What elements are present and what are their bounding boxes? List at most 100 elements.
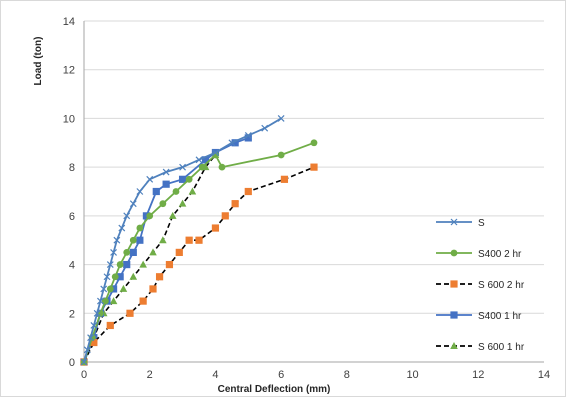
legend-swatch-marker [450,280,458,288]
data-point [195,156,203,164]
series-group [80,115,318,366]
marker-stroke [228,139,236,147]
data-point [146,175,154,183]
data-point [175,248,183,256]
data-point [231,139,239,147]
y-tick-label: 6 [69,211,75,223]
legend-swatch-marker [450,218,458,226]
data-point [136,236,144,244]
legend-swatch-marker [450,249,458,257]
data-point [123,260,131,269]
legend-item-4: S 600 1 hr [436,342,525,353]
data-point [109,297,118,305]
legend-item-2: S 600 2 hr [436,280,525,291]
data-point [129,248,137,256]
data-point [244,132,252,139]
marker-stroke [118,224,126,232]
data-point [100,285,108,293]
x-tick-label: 12 [472,369,484,381]
data-point [106,261,114,268]
data-point [179,163,186,171]
series-4 [80,150,220,365]
data-point [178,199,187,207]
marker-stroke [212,149,219,156]
axes [83,21,544,363]
marker-stroke [106,261,114,268]
data-point [119,284,128,292]
data-point [126,309,134,317]
legend-swatch-marker [450,311,458,319]
data-point [162,168,170,176]
data-point [83,346,91,354]
data-point [261,124,269,132]
data-point [172,188,180,195]
data-point [103,273,111,281]
marker-stroke [87,334,94,342]
legend-item-3: S400 1 hr [436,311,522,322]
data-point [111,273,119,281]
legend-label: S400 2 hr [478,249,522,260]
data-point [146,212,154,220]
series-line-4 [83,154,217,363]
series-line-0 [83,117,282,363]
data-point [87,334,94,342]
marker-stroke [100,285,108,293]
legend-item-1: S400 2 hr [436,249,522,260]
data-point [195,236,203,244]
y-axis-title: Load (ton) [33,37,44,86]
marker-stroke [129,200,137,208]
series-0 [80,115,285,366]
marker-stroke [244,132,252,139]
data-point [178,175,187,183]
data-point [165,260,174,269]
marker-stroke [83,346,91,354]
data-point [129,272,138,280]
data-point [118,224,126,232]
data-point [231,200,239,208]
x-tick-label: 10 [406,369,418,381]
marker-stroke [195,156,203,164]
data-point [123,248,131,256]
series-line-1 [83,141,315,363]
data-point [280,175,289,183]
legend-item-0: S [436,218,485,229]
data-point [198,163,206,171]
data-point [90,338,98,347]
data-point [221,212,229,220]
data-point [228,139,236,147]
data-point [244,134,252,142]
data-point [152,187,160,196]
data-point [159,200,167,208]
marker-stroke [136,188,144,195]
marker-stroke [123,212,131,220]
x-tick-label: 2 [147,369,153,381]
x-tick-label: 6 [278,369,284,381]
marker-stroke [162,168,170,176]
x-tick-label: 8 [344,369,350,381]
data-point [97,297,104,305]
y-tick-label: 14 [63,16,75,28]
data-point [80,358,88,366]
data-point [110,248,117,256]
marker-stroke [261,124,269,132]
legend-label: S [478,218,485,229]
data-point [155,273,164,281]
y-tick-label: 4 [69,260,75,272]
data-point [159,236,167,244]
tick-labels: 0 2 4 6 8 10 12 14 0 2 4 6 8 10 12 14 [63,16,550,381]
marker-stroke [277,115,285,122]
data-point [123,212,131,220]
y-tick-label: 0 [69,357,75,369]
x-axis-title: Central Deflection (mm) [218,384,331,395]
series-2 [80,163,318,366]
legend-swatch-marker [450,342,458,349]
data-point [211,224,220,232]
data-point [244,187,252,196]
marker-stroke [103,273,111,281]
legend: S S400 2 hr S 600 2 hr S400 1 hr S 600 1 hr [436,218,525,353]
y-tick-label: 10 [63,113,75,125]
data-point [139,260,147,268]
data-point [277,115,285,122]
